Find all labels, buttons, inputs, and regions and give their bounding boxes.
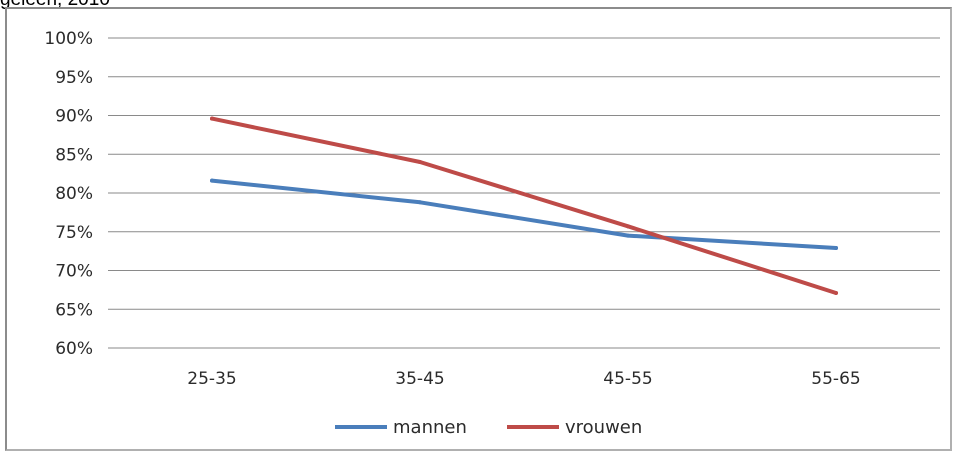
y-tick-label: 75% [55, 223, 93, 243]
y-tick-label: 60% [55, 339, 93, 359]
caption-fragment: geleen, 2010 [0, 0, 110, 11]
data-point-vrouwen [210, 116, 214, 121]
data-point-mannen [626, 233, 630, 238]
x-tick-label: 35-45 [395, 369, 444, 389]
gridlines [108, 37, 940, 349]
y-tick-label: 65% [55, 300, 93, 320]
y-tick-label: 100% [44, 29, 93, 49]
y-tick-label: 80% [55, 184, 93, 204]
x-tick-label: 45-55 [603, 369, 652, 389]
data-point-vrouwen [834, 290, 838, 295]
y-tick-label: 90% [55, 107, 93, 127]
y-tick-label: 70% [55, 262, 93, 282]
data-point-mannen [210, 178, 214, 183]
data-point-mannen [418, 200, 422, 205]
y-tick-label: 95% [55, 68, 93, 88]
legend: mannen vrouwen [335, 417, 642, 438]
x-tick-label: 25-35 [187, 369, 236, 389]
x-axis-tick-labels: 25-35 35-45 45-55 55-65 [187, 369, 860, 389]
chart-frame [5, 7, 952, 451]
legend-label-vrouwen: vrouwen [565, 417, 642, 438]
data-point-vrouwen [626, 224, 630, 229]
series-line-mannen [210, 178, 838, 251]
data-point-vrouwen [418, 160, 422, 164]
legend-label-mannen: mannen [393, 417, 467, 438]
y-tick-label: 85% [55, 145, 93, 165]
series-line-vrouwen [210, 116, 838, 295]
series-lines [210, 116, 838, 295]
data-point-mannen [834, 246, 838, 251]
y-axis-tick-labels: 100% 95% 90% 85% 80% 75% 70% 65% 60% [44, 29, 93, 359]
x-tick-label: 55-65 [811, 369, 860, 389]
